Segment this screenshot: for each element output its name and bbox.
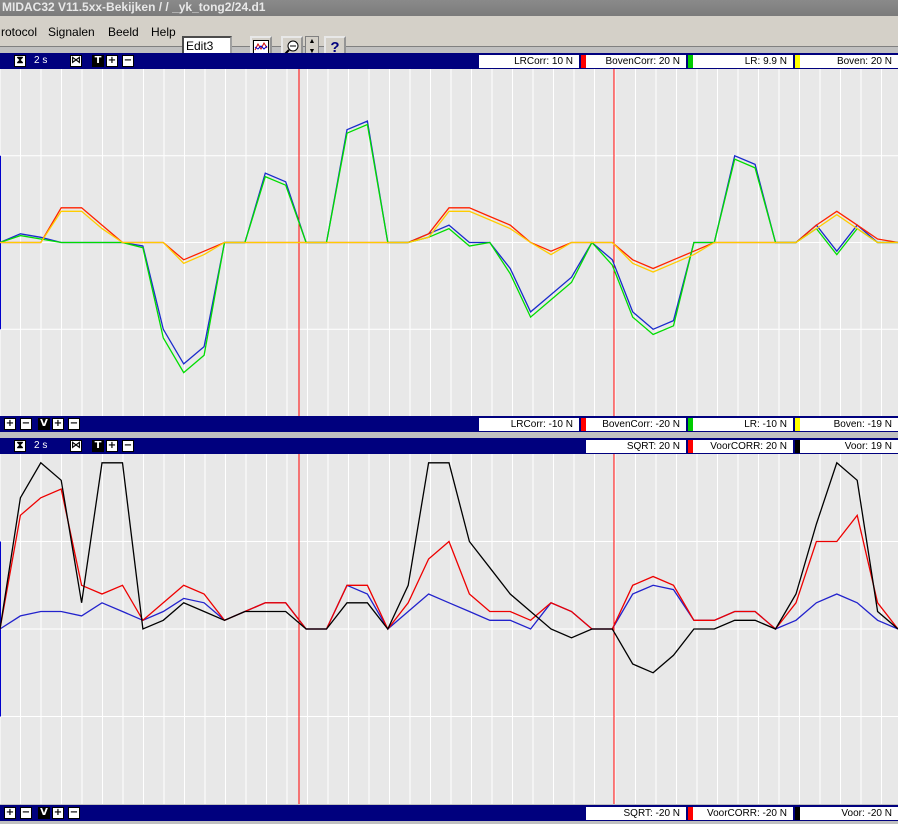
menu-bar: rotocol Signalen Beeld Help Edit3 ▲ ▼ ?	[0, 16, 898, 58]
top-panel-header: ⧗ 2 s ⋈ T + − LRCorr: 10 N BovenCorr: 20…	[0, 53, 898, 69]
bottom-panel-footer: + − V + − SQRT: -20 N VoorCORR: -20 N Vo…	[0, 805, 898, 821]
signal-display-button[interactable]	[250, 36, 272, 58]
voor-min-label: Voor: -20 N	[800, 807, 898, 820]
voorcorr-swatch	[688, 440, 693, 453]
zoom-out-icon[interactable]: −	[68, 418, 80, 430]
voor-swatch	[795, 440, 800, 453]
signal-chart-icon	[253, 40, 269, 54]
voor-swatch	[795, 807, 800, 820]
zoom-out-icon[interactable]: −	[122, 440, 134, 452]
zoom-out-icon[interactable]: −	[20, 807, 32, 819]
zoom-in-icon[interactable]: +	[106, 55, 118, 67]
voorcorr-max-label: VoorCORR: 20 N	[693, 440, 793, 453]
lr-min-label: LR: -10 N	[693, 418, 793, 431]
menu-beeld[interactable]: Beeld	[108, 25, 139, 39]
top-panel-footer: + − V + − LRCorr: -10 N BovenCorr: -20 N…	[0, 416, 898, 432]
voor-max-label: Voor: 19 N	[800, 440, 898, 453]
voorcorr-min-label: VoorCORR: -20 N	[693, 807, 793, 820]
boven-min-label: Boven: -19 N	[800, 418, 898, 431]
collapse-icon[interactable]: ⋈	[70, 55, 82, 67]
zoom-in-icon[interactable]: +	[52, 807, 64, 819]
zoom-button[interactable]	[281, 36, 303, 58]
menu-protocol[interactable]: rotocol	[1, 25, 38, 39]
bovencorr-max-label: BovenCorr: 20 N	[586, 55, 686, 68]
spin-down-icon[interactable]: ▼	[308, 48, 316, 55]
zoom-out-icon[interactable]: −	[122, 55, 134, 67]
spin-up-icon[interactable]: ▲	[308, 38, 316, 45]
bovencorr-min-label: BovenCorr: -20 N	[586, 418, 686, 431]
boven-swatch	[795, 418, 800, 431]
series-line-lr	[0, 123, 898, 374]
menu-signalen[interactable]: Signalen	[48, 25, 95, 39]
sqrt-min-label: SQRT: -20 N	[586, 807, 686, 820]
menu-help[interactable]: Help	[151, 25, 176, 39]
series-line-bovencorr	[0, 207, 898, 270]
t-icon[interactable]: T	[92, 440, 104, 452]
voorcorr-swatch	[688, 807, 693, 820]
series-line-voor	[0, 461, 898, 674]
lrcorr-max-label: LRCorr: 10 N	[479, 55, 579, 68]
lrcorr-min-label: LRCorr: -10 N	[479, 418, 579, 431]
top-chart-svg[interactable]	[0, 69, 898, 416]
bottom-time-scale: 2 s	[34, 440, 48, 451]
bottom-plot[interactable]	[0, 454, 898, 804]
top-plot[interactable]	[0, 69, 898, 416]
top-time-scale: 2 s	[34, 55, 48, 66]
sqrt-max-label: SQRT: 20 N	[586, 440, 686, 453]
v-icon[interactable]: V	[38, 418, 50, 430]
zoom-in-icon[interactable]: +	[4, 418, 16, 430]
zoom-out-icon[interactable]: −	[68, 807, 80, 819]
bottom-chart-svg[interactable]	[0, 454, 898, 804]
zoom-in-icon[interactable]: +	[52, 418, 64, 430]
hourglass-icon[interactable]: ⧗	[14, 55, 26, 67]
lr-swatch	[688, 418, 693, 431]
boven-max-label: Boven: 20 N	[800, 55, 898, 68]
t-icon[interactable]: T	[92, 55, 104, 67]
window-title: MIDAC32 V11.5xx-Bekijken / / _yk_tong2/2…	[0, 0, 898, 16]
boven-corr-swatch	[581, 55, 586, 68]
boven-corr-swatch	[581, 418, 586, 431]
bottom-panel-header: ⧗ 2 s ⋈ T + − SQRT: 20 N VoorCORR: 20 N …	[0, 438, 898, 454]
v-icon[interactable]: V	[38, 807, 50, 819]
series-line-boven	[0, 210, 898, 273]
lr-max-label: LR: 9.9 N	[693, 55, 793, 68]
boven-swatch	[795, 55, 800, 68]
series-line-lrcorr	[0, 120, 898, 365]
zoom-in-icon[interactable]: +	[106, 440, 118, 452]
zoom-in-icon[interactable]: +	[4, 807, 16, 819]
hourglass-icon[interactable]: ⧗	[14, 440, 26, 452]
collapse-icon[interactable]: ⋈	[70, 440, 82, 452]
series-line-voorcorr	[0, 488, 898, 631]
lr-swatch	[688, 55, 693, 68]
zoom-out-icon[interactable]: −	[20, 418, 32, 430]
